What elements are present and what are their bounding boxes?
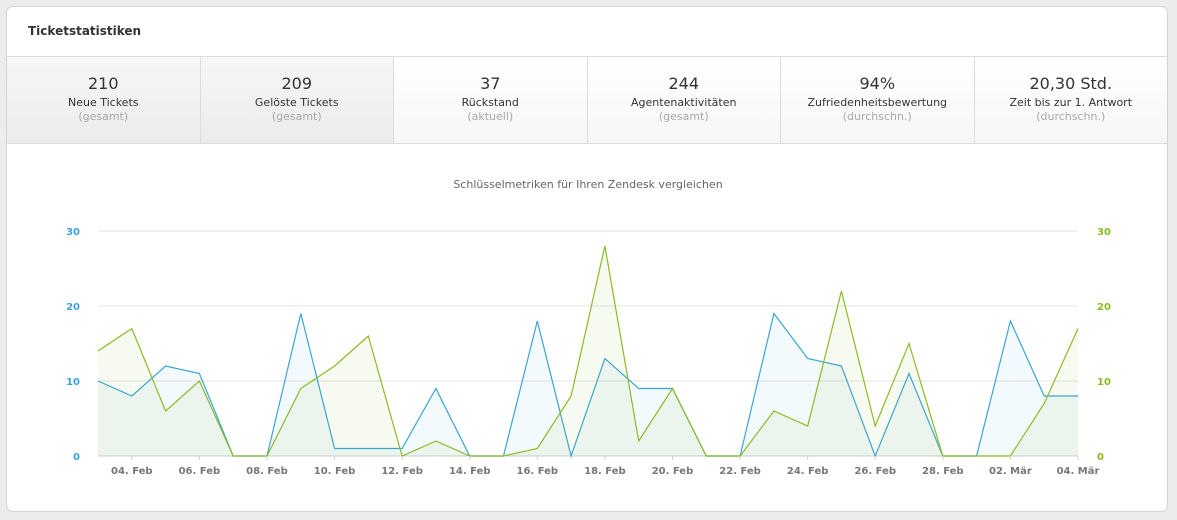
- x-tick-label: 22. Feb: [719, 466, 761, 477]
- x-tick-label: 16. Feb: [517, 466, 559, 477]
- stat-label: Zeit bis zur 1. Antwort: [1009, 96, 1133, 109]
- x-tick-label: 10. Feb: [314, 466, 356, 477]
- stat-label: Rückstand: [461, 96, 519, 109]
- x-tick-label: 12. Feb: [381, 466, 423, 477]
- x-tick-label: 26. Feb: [854, 466, 896, 477]
- x-tick-label: 02. Mär: [989, 466, 1032, 477]
- x-tick-label: 24. Feb: [787, 466, 829, 477]
- stat-value: 244: [668, 74, 700, 93]
- x-tick-label: 04. Feb: [111, 466, 153, 477]
- y-right-tick-label: 30: [1097, 227, 1111, 238]
- y-left-tick-label: 10: [66, 377, 80, 388]
- y-right-tick-label: 0: [1097, 452, 1104, 463]
- y-left-tick-label: 0: [73, 452, 80, 463]
- ticket-stats-panel: Ticketstatistiken 210 Neue Tickets (gesa…: [6, 6, 1168, 512]
- chart-title: Schlüsselmetriken für Ihren Zendesk verg…: [453, 178, 722, 191]
- stat-satisfaction[interactable]: 94% Zufriedenheitsbewertung (durchschn.): [781, 57, 975, 143]
- x-tick-label: 08. Feb: [246, 466, 288, 477]
- stat-label: Agentenaktivitäten: [631, 96, 737, 109]
- stat-label: Neue Tickets: [67, 96, 139, 109]
- x-tick-label: 04. Mär: [1057, 466, 1100, 477]
- stat-label: Zufriedenheitsbewertung: [807, 96, 948, 109]
- x-tick-label: 20. Feb: [652, 466, 694, 477]
- metrics-chart: Schlüsselmetriken für Ihren Zendesk verg…: [66, 178, 1111, 477]
- stat-new-tickets[interactable]: 210 Neue Tickets (gesamt): [7, 57, 201, 143]
- stat-value: 210: [87, 74, 119, 93]
- panel-title: Ticketstatistiken: [7, 7, 1167, 57]
- stat-sub: (gesamt): [271, 110, 322, 123]
- stat-value: 20,30 Std.: [1029, 74, 1113, 93]
- stats-row: 210 Neue Tickets (gesamt) 209 Gelöste Ti…: [7, 57, 1167, 144]
- x-tick-label: 14. Feb: [449, 466, 491, 477]
- stat-backlog[interactable]: 37 Rückstand (aktuell): [394, 57, 588, 143]
- stat-sub: (aktuell): [467, 110, 514, 123]
- y-left-tick-label: 30: [66, 227, 80, 238]
- stat-value: 37: [480, 74, 501, 93]
- y-left-tick-label: 20: [66, 302, 80, 313]
- stat-sub: (durchschn.): [842, 110, 912, 123]
- stat-sub: (gesamt): [658, 110, 709, 123]
- y-right-tick-label: 10: [1097, 377, 1111, 388]
- stat-agent-activities[interactable]: 244 Agentenaktivitäten (gesamt): [587, 57, 781, 143]
- series-area-1: [98, 313, 1078, 456]
- x-tick-label: 28. Feb: [922, 466, 964, 477]
- stat-sub: (durchschn.): [1036, 110, 1106, 123]
- stat-label: Gelöste Tickets: [254, 96, 339, 109]
- series-line-2: [97, 245, 1079, 457]
- stat-value: 209: [281, 74, 313, 93]
- stat-value: 94%: [859, 74, 896, 93]
- stat-sub: (gesamt): [78, 110, 129, 123]
- stat-solved-tickets[interactable]: 209 Gelöste Tickets (gesamt): [200, 57, 394, 143]
- x-tick-label: 06. Feb: [179, 466, 221, 477]
- x-tick-label: 18. Feb: [584, 466, 626, 477]
- stat-first-reply-time[interactable]: 20,30 Std. Zeit bis zur 1. Antwort (durc…: [974, 57, 1167, 143]
- y-right-tick-label: 20: [1097, 302, 1111, 313]
- series-area-2: [98, 246, 1078, 456]
